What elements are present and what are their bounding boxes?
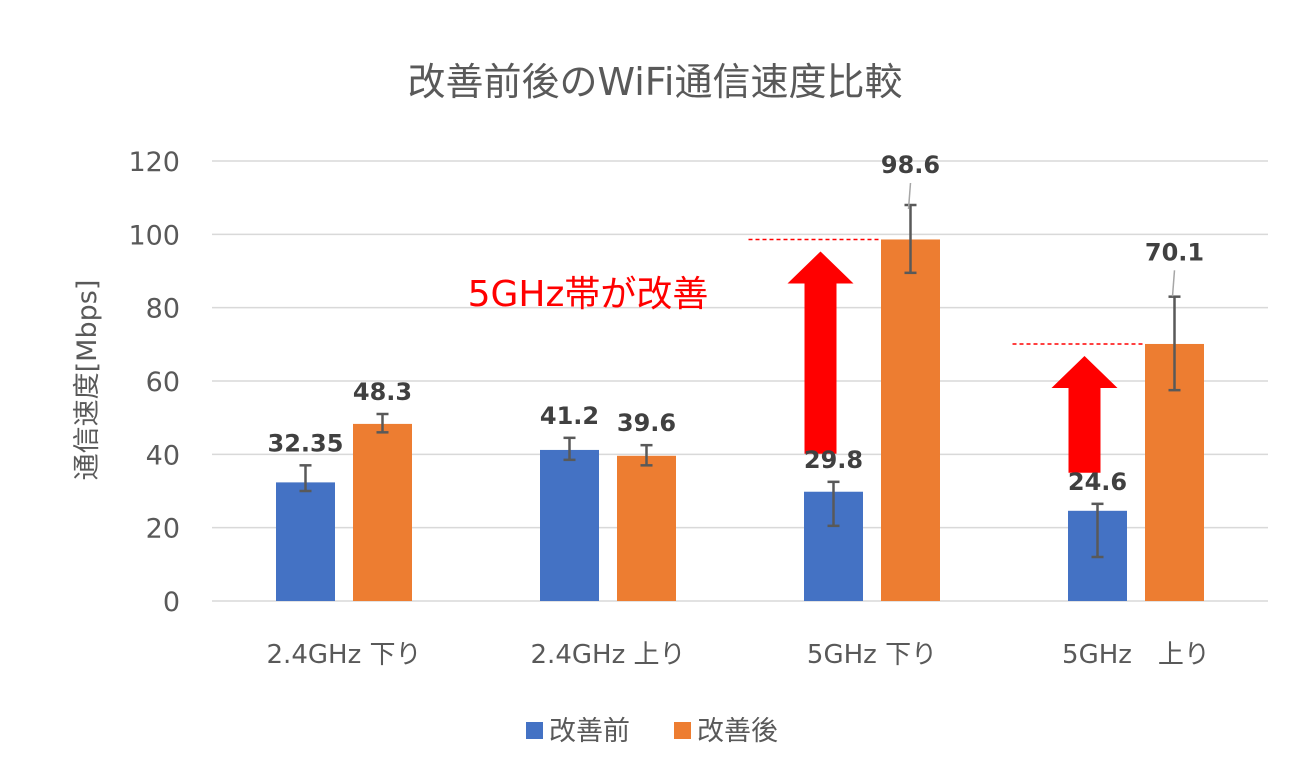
data-labels: 32.35 48.3 41.2 39.6 29.8 98.6 24.6 70.1 — [268, 151, 1205, 496]
x-tick-label: 2.4GHz 下り — [267, 640, 422, 670]
y-tick-label: 80 — [146, 294, 180, 325]
x-axis-ticks: 2.4GHz 下り 2.4GHz 上り 5GHz 下り 5GHz 上り — [267, 640, 1210, 670]
legend-label: 改善後 — [697, 716, 778, 747]
y-axis-label: 通信速度[Mbps] — [72, 280, 103, 481]
bar — [353, 423, 412, 601]
bar — [276, 482, 335, 601]
legend-swatch — [526, 722, 543, 739]
bar — [617, 455, 676, 601]
y-tick-label: 60 — [146, 367, 180, 398]
annotation-text: 5GHz帯が改善 — [468, 274, 709, 315]
up-arrow-icon — [1051, 355, 1118, 473]
chart-title: 改善前後のWiFi通信速度比較 — [408, 60, 903, 104]
y-tick-label: 100 — [128, 220, 180, 251]
x-tick-label: 5GHz 上り — [1062, 640, 1210, 670]
bars — [276, 239, 1204, 601]
y-tick-label: 40 — [146, 440, 180, 471]
up-arrow-icon — [787, 251, 854, 454]
error-bars — [299, 203, 1181, 559]
legend-label: 改善前 — [549, 716, 630, 747]
x-tick-label: 2.4GHz 上り — [531, 640, 686, 670]
y-tick-label: 20 — [146, 514, 180, 545]
data-label: 24.6 — [1068, 468, 1127, 496]
y-axis-ticks: 0 20 40 60 80 100 120 — [128, 147, 180, 618]
data-label: 41.2 — [540, 402, 599, 430]
bar — [881, 239, 940, 601]
data-label: 32.35 — [268, 429, 344, 457]
legend-swatch — [674, 722, 691, 739]
legend: 改善前 改善後 — [526, 716, 778, 747]
annotation-layer: 5GHz帯が改善 — [468, 238, 1146, 473]
y-tick-label: 120 — [128, 147, 180, 178]
data-label-leader — [907, 182, 912, 210]
bar — [540, 449, 599, 601]
data-label: 98.6 — [881, 151, 940, 179]
data-label: 48.3 — [353, 378, 412, 406]
y-tick-label: 0 — [163, 587, 180, 618]
data-label: 29.8 — [804, 446, 863, 474]
data-label: 39.6 — [617, 409, 676, 437]
data-label-leader — [1171, 270, 1176, 297]
x-tick-label: 5GHz 下り — [807, 640, 937, 670]
data-label: 70.1 — [1145, 238, 1204, 266]
